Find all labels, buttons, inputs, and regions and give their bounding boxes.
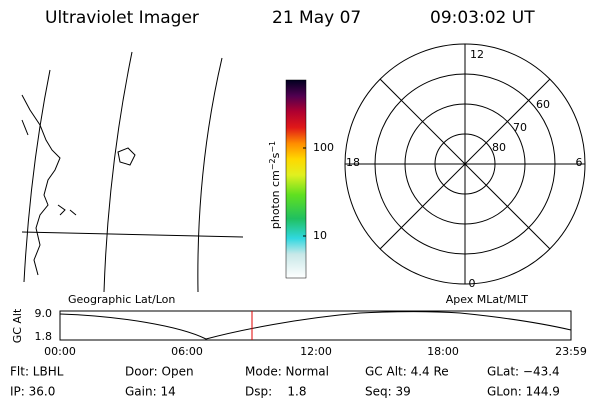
- polar-grid: 12 12 0 18 6 60 70 80: [344, 43, 586, 290]
- polar-label: 12: [470, 48, 484, 61]
- date: 21 May 07: [272, 8, 361, 28]
- title: Ultraviolet Imager: [45, 8, 199, 28]
- info: IP: 36.0: [10, 385, 55, 399]
- label-part: photon cm: [269, 170, 282, 229]
- y-tick-label: 9.0: [35, 307, 53, 320]
- polar-label: 6: [576, 156, 583, 169]
- info: Mode: Normal: [245, 365, 329, 379]
- label-part: s: [269, 152, 282, 158]
- info: Dsp: 1.8: [245, 385, 307, 399]
- colorbar-tick: 10: [313, 229, 327, 242]
- polar-label: 0: [469, 277, 476, 290]
- info: GC Alt: 4.4 Re: [365, 365, 449, 379]
- polar-label-halo: 12: [470, 48, 484, 61]
- right-label: Apex MLat/MLT: [446, 293, 529, 306]
- altitude-plot: Geographic Lat/Lon Apex MLat/MLT GC Alt …: [11, 293, 587, 358]
- map: [21, 51, 244, 293]
- ring-label: 80: [492, 141, 506, 154]
- colorbar-label: photon cm−2s−1: [268, 141, 283, 229]
- colorbar: 100 10 photon cm−2s−1: [268, 79, 334, 279]
- footer: Flt: LBHL Door: Open Mode: Normal GC Alt…: [10, 365, 560, 399]
- x-tick-label: 12:00: [300, 345, 332, 358]
- time: 09:03:02 UT: [430, 8, 535, 28]
- x-tick-label: 18:00: [427, 345, 459, 358]
- info: Gain: 14: [125, 385, 176, 399]
- ring-label: 70: [513, 121, 527, 134]
- info: GLon: 144.9: [487, 385, 560, 399]
- label-sup: −1: [268, 141, 277, 153]
- left-label: Geographic Lat/Lon: [68, 293, 175, 306]
- info: GLat: −43.4: [487, 365, 560, 379]
- info: Seq: 39: [365, 385, 411, 399]
- x-tick-label: 23:59: [555, 345, 587, 358]
- x-tick-label: 00:00: [44, 345, 76, 358]
- polar-label: 18: [346, 156, 360, 169]
- x-tick-label: 06:00: [171, 345, 203, 358]
- ring-label: 60: [536, 98, 550, 111]
- y-label: GC Alt: [11, 308, 24, 343]
- colorbar-tick: 100: [313, 141, 334, 154]
- y-tick-label: 1.8: [35, 330, 53, 343]
- info: Flt: LBHL: [10, 365, 64, 379]
- label-sup: −2: [268, 158, 277, 170]
- info: Door: Open: [125, 365, 194, 379]
